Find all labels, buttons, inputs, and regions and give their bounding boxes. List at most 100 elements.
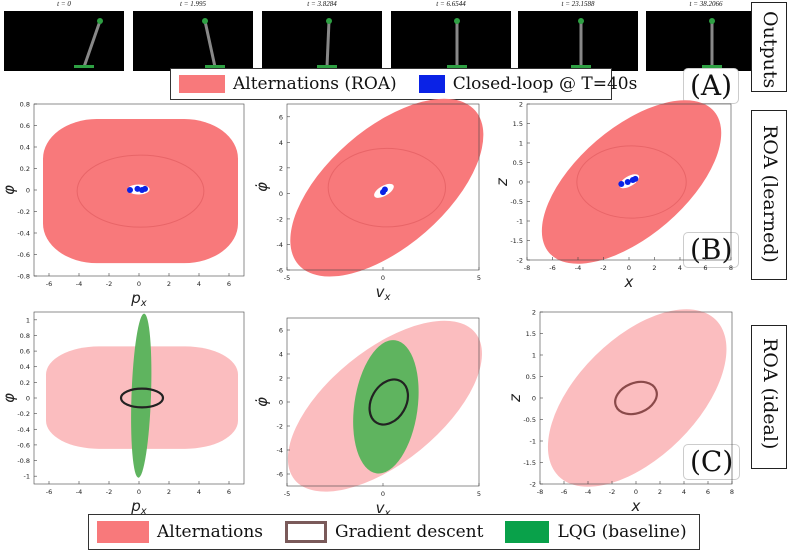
y-tick-label-5-2: 1: [532, 352, 536, 360]
pendulum-tip: [202, 18, 208, 24]
y-tick-label-2-2: 1: [519, 140, 523, 148]
legend-item-alternations-roa: Alternations (ROA): [171, 74, 397, 94]
x-tick-label-3-0: -6: [46, 488, 52, 496]
x-tick-label-3-6: 6: [227, 488, 231, 496]
gradient-descent-4: [368, 378, 410, 426]
y-tick-label-4-6: -6: [277, 471, 283, 479]
y-tick-label-0-5: -0.2: [17, 208, 30, 216]
x-tick-label-2-5: 2: [652, 264, 656, 272]
y-tick-label-3-4: 0.2: [20, 379, 30, 387]
frame-time-4: t = 23.1588: [561, 0, 595, 8]
legend-swatch-alternations: [97, 521, 149, 543]
legend-label-lqg: LQG (baseline): [557, 522, 687, 542]
closed-loop-point-2-1: [624, 179, 631, 185]
x-axis-label-subscript-3: x: [140, 506, 147, 517]
frame-time-2: t = 3.8284: [307, 0, 337, 8]
y-tick-label-2-8: -2: [517, 257, 523, 265]
pendulum-tip: [454, 18, 460, 24]
y-tick-label-5-1: 1.5: [526, 330, 536, 338]
y-axis-label-3: φ: [0, 393, 18, 403]
y-tick-label-4-0: 6: [279, 327, 283, 335]
pendulum-tip: [97, 18, 103, 24]
closed-loop-point-0-1: [134, 185, 141, 192]
closed-loop-point-0-0: [127, 187, 133, 193]
frame-1: [133, 11, 253, 71]
y-tick-label-5-8: -2: [530, 481, 536, 489]
x-tick-label-3-1: -4: [76, 488, 82, 496]
panel-letter-b: (B): [683, 232, 740, 268]
frame-5: [646, 11, 766, 71]
x-axis-label-subscript-1: x: [383, 292, 390, 303]
lqg-region-3: [131, 313, 152, 478]
x-tick-label-4-1: 0: [381, 490, 385, 498]
cart: [702, 65, 722, 68]
frame-3-canvas: [447, 18, 467, 68]
legend-swatch-gradient-descent: [285, 521, 327, 543]
x-axis-label-2: x: [624, 273, 634, 291]
x-tick-label-1-2: 5: [477, 274, 481, 282]
x-tick-label-5-1: -6: [561, 488, 567, 496]
y-tick-label-5-0: 2: [532, 309, 536, 317]
x-tick-label-5-2: -4: [585, 488, 591, 496]
frame-4: [518, 11, 638, 71]
x-tick-label-5-6: 4: [682, 488, 686, 496]
y-tick-label-3-8: -0.6: [17, 441, 30, 449]
gradient-descent-5: [614, 380, 658, 416]
x-tick-label-3-5: 4: [197, 488, 201, 496]
x-axis-label-0: px: [130, 289, 147, 309]
x-tick-label-4-2: 5: [477, 490, 481, 498]
frame-2: [262, 11, 382, 71]
y-tick-label-0-3: 0.2: [20, 165, 30, 173]
y-tick-label-3-9: -0.8: [17, 457, 30, 465]
frame-time-0: t = 0: [57, 0, 71, 8]
x-tick-label-2-0: -8: [524, 264, 530, 272]
x-tick-label-1-1: 0: [381, 274, 385, 282]
frame-5-canvas: [702, 18, 722, 68]
y-tick-label-0-7: -0.6: [17, 251, 30, 259]
legend-item-alternations: Alternations: [89, 521, 263, 543]
x-tick-label-2-1: -6: [549, 264, 555, 272]
closed-loop-point-1-1: [381, 186, 388, 193]
legend-label-alternations-roa: Alternations (ROA): [233, 74, 397, 94]
y-tick-label-4-1: 4: [279, 351, 283, 359]
roa-ideal-label-box: ROA (ideal): [751, 325, 787, 469]
frame-time-3: t = 6.6544: [436, 0, 466, 8]
pendulum-tip: [578, 18, 584, 24]
closed-loop-point-0-3: [142, 185, 148, 192]
pendulum-tip: [326, 18, 332, 24]
x-tick-label-2-3: -2: [600, 264, 606, 272]
y-tick-label-2-6: -1: [517, 218, 523, 226]
x-axis-label-1: vx: [376, 283, 391, 303]
legend-item-closed-loop: Closed-loop @ T=40s: [411, 74, 638, 94]
y-tick-label-3-3: 0.4: [20, 363, 30, 371]
y-tick-label-1-5: -4: [277, 241, 283, 249]
y-tick-label-5-5: -0.5: [523, 416, 536, 424]
x-axis-label-subscript-4: x: [383, 508, 390, 519]
roa-inner-contour-2: [576, 145, 687, 219]
y-tick-label-0-8: -0.8: [17, 273, 30, 281]
y-tick-label-2-7: -1.5: [510, 237, 523, 245]
x-axis-label-5: x: [631, 497, 641, 515]
x-tick-label-5-4: 0: [634, 488, 638, 496]
y-axis-label-1: φ̇: [253, 182, 271, 192]
cart: [571, 65, 591, 68]
legend-label-closed-loop: Closed-loop @ T=40s: [452, 74, 638, 94]
closed-loop-point-2-3: [632, 175, 639, 182]
pendulum-rod: [203, 20, 217, 68]
lqg-region-4: [353, 340, 419, 474]
y-tick-label-2-0: 2: [519, 101, 523, 109]
y-tick-label-1-0: 6: [279, 113, 283, 121]
pendulum-rod: [325, 20, 331, 68]
x-tick-label-0-2: -2: [106, 280, 112, 288]
closed-loop-point-2-0: [618, 180, 625, 187]
legend-label-gradient-descent: Gradient descent: [335, 522, 484, 542]
x-axis-label-subscript-0: x: [140, 298, 147, 309]
y-axis-label-2: z: [493, 177, 511, 187]
y-tick-label-4-3: 0: [279, 399, 283, 407]
y-tick-label-2-5: -0.5: [510, 198, 523, 206]
y-tick-label-5-6: -1: [530, 438, 536, 446]
y-axis-label-0: φ: [0, 185, 18, 195]
legend-label-alternations: Alternations: [157, 522, 263, 542]
legend-item-lqg: LQG (baseline): [497, 521, 687, 543]
